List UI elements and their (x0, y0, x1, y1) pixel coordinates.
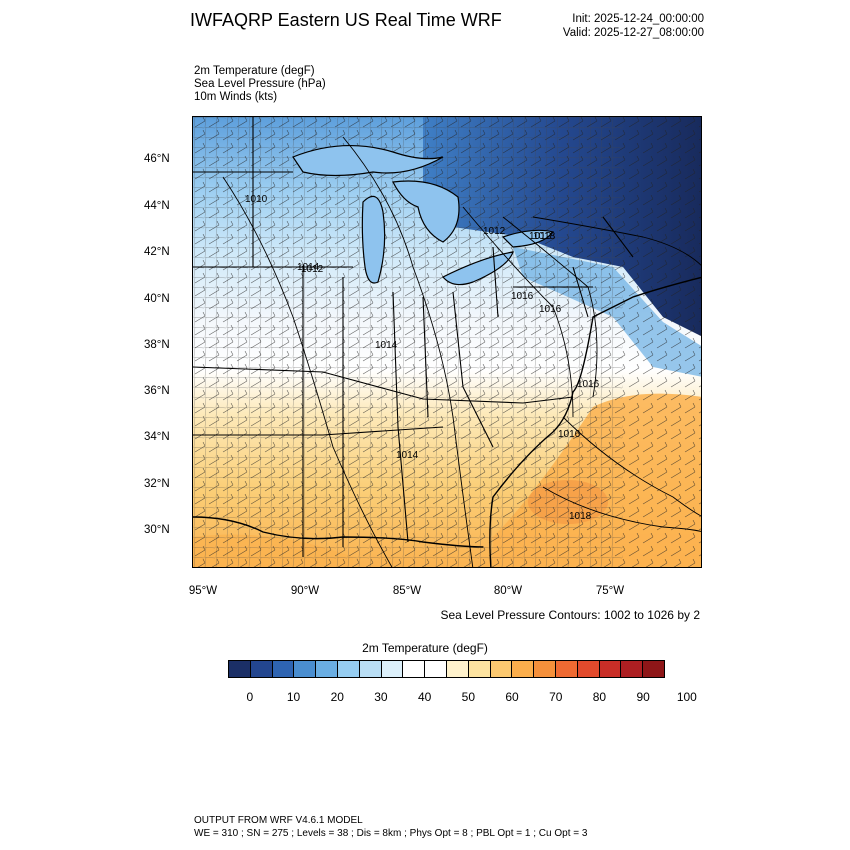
valid-time: Valid: 2025-12-27_08:00:00 (562, 27, 704, 39)
colorbar-swatch (425, 661, 447, 677)
colorbar-label: 70 (549, 690, 563, 704)
pressure-label: 1014 (297, 262, 320, 273)
lake-michigan (361, 195, 386, 284)
colorbar-label: 100 (676, 690, 697, 704)
colorbar-label: 30 (374, 690, 388, 704)
pressure-label: 1018 (533, 231, 556, 242)
colorbar (228, 660, 665, 678)
lon-label: 85°W (392, 585, 422, 597)
pressure-label: 1016 (511, 291, 534, 302)
lat-label: 38°N (144, 339, 170, 351)
footer-model: OUTPUT FROM WRF V4.6.1 MODEL (194, 815, 363, 826)
lake-superior (292, 144, 444, 177)
lon-label: 90°W (290, 585, 320, 597)
colorbar-label: 60 (505, 690, 519, 704)
colorbar-swatch (250, 661, 273, 677)
colorbar-swatch (468, 661, 491, 677)
lake-erie (442, 251, 514, 286)
colorbar-label: 90 (636, 690, 650, 704)
lon-label: 95°W (188, 585, 218, 597)
colorbar-swatch (621, 661, 644, 677)
colorbar-label: 20 (330, 690, 344, 704)
lake-ontario (501, 229, 555, 248)
contour-note: Sea Level Pressure Contours: 1002 to 102… (440, 608, 701, 622)
chart-title: IWFAQRP Eastern US Real Time WRF (190, 10, 502, 30)
colorbar-swatch (337, 661, 360, 677)
lon-label: 80°W (493, 585, 523, 597)
pressure-label: 1016 (558, 429, 581, 440)
lat-label: 32°N (144, 478, 170, 490)
state-boundaries (193, 117, 634, 557)
colorbar-swatch (490, 661, 513, 677)
colorbar-swatch (272, 661, 295, 677)
colorbar-swatch (534, 661, 556, 677)
colorbar-swatch (512, 661, 535, 677)
colorbar-label: 80 (592, 690, 607, 704)
weather-map: 1010 1012 1012 1012 1014 1014 1014 1016 1016 1016… (192, 116, 702, 568)
pressure-label: 1014 (375, 340, 398, 351)
init-time: Init: 2025-12-24_00:00:00 (572, 13, 704, 25)
lat-label: 30°N (144, 524, 170, 536)
colorbar-swatch (381, 661, 404, 677)
lat-label: 34°N (144, 431, 170, 443)
pressure-label: 1012 (301, 264, 324, 275)
colorbar-swatch (229, 661, 251, 677)
pressure-label: 1012 (529, 231, 552, 242)
pressure-label: 1016 (577, 379, 600, 390)
colorbar-label: 10 (286, 690, 301, 704)
colorbar-swatch (446, 661, 469, 677)
lat-label: 46°N (144, 153, 170, 165)
colorbar-swatch (643, 661, 664, 677)
lat-label: 44°N (144, 200, 170, 212)
lon-label: 75°W (595, 585, 625, 597)
lake-huron (392, 180, 460, 243)
colorbar-swatch (403, 661, 426, 677)
colorbar-label: 50 (461, 690, 476, 704)
lat-label: 36°N (144, 385, 170, 397)
colorbar-swatch (599, 661, 622, 677)
colorbar-label: 40 (417, 690, 432, 704)
pressure-label: 1018 (569, 511, 592, 522)
pressure-label: 1012 (483, 226, 506, 237)
colorbar-swatch (555, 661, 578, 677)
pressure-contours (222, 136, 701, 567)
lat-label: 40°N (144, 293, 170, 305)
lat-label: 42°N (144, 246, 170, 258)
field-label-temperature: 2m Temperature (degF) (194, 65, 315, 77)
footer-config: WE = 310 ; SN = 275 ; Levels = 38 ; Dis … (194, 828, 588, 839)
colorbar-title: 2m Temperature (degF) (362, 641, 488, 655)
colorbar-swatch (359, 661, 382, 677)
colorbar-swatch (316, 661, 338, 677)
pressure-label: 1016 (539, 304, 562, 315)
colorbar-swatch (577, 661, 600, 677)
colorbar-swatch (294, 661, 317, 677)
east-coastline (489, 276, 701, 567)
pressure-label: 1010 (245, 194, 268, 205)
field-label-winds: 10m Winds (kts) (194, 91, 278, 103)
pressure-label: 1014 (396, 450, 419, 461)
field-label-pressure: Sea Level Pressure (hPa) (194, 78, 326, 90)
colorbar-label: 0 (246, 690, 254, 704)
